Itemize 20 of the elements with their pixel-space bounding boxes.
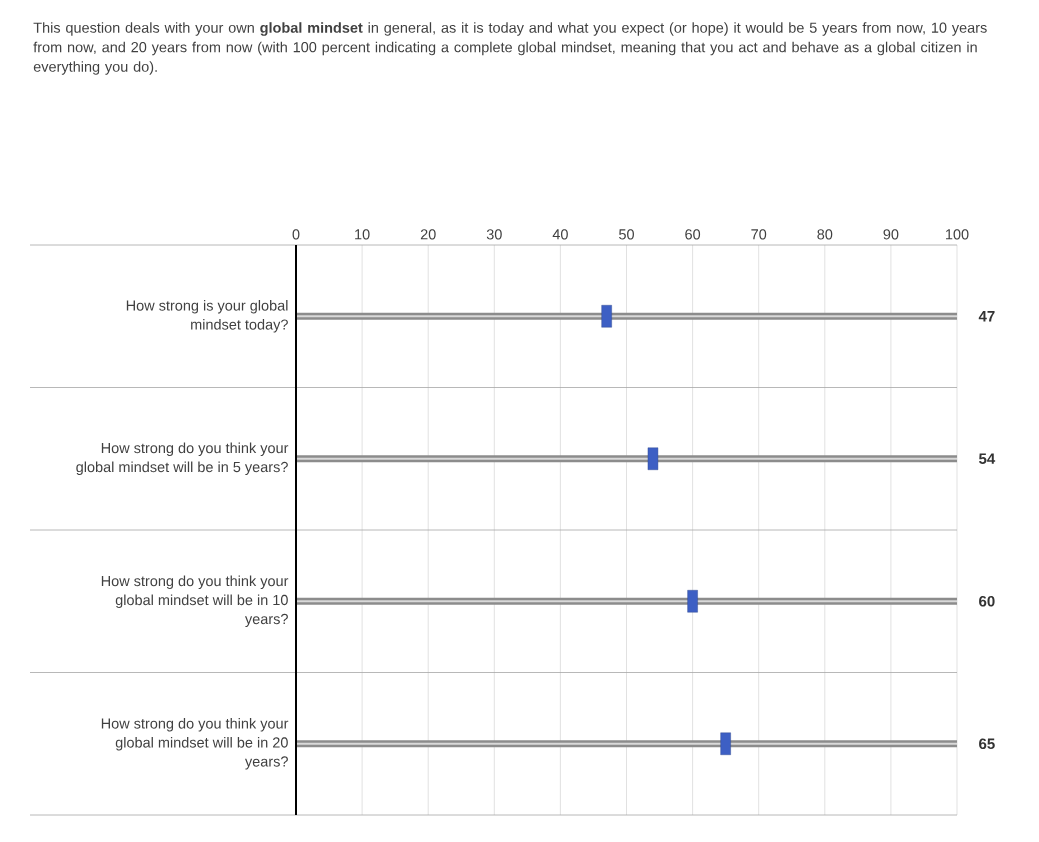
y-tick-label: How strong do you think your global mindset will be in 5 years? [76, 442, 289, 476]
data-label: 60 [979, 595, 995, 607]
x-tick-label: 80 [817, 229, 833, 240]
y-tick-label: How strong do you think your global mindset will be in 20 years? [101, 717, 289, 770]
x-tick-label: 30 [486, 229, 502, 240]
x-tick-label: 90 [883, 229, 899, 240]
x-tick-label: 50 [619, 229, 634, 240]
x-tick-label: 100 [946, 229, 969, 240]
data-label: 54 [978, 453, 996, 464]
x-tick-label: 0 [292, 229, 300, 240]
y-tick-label: How strong do you think your global mindset will be in 10 years? [101, 575, 289, 628]
data-label: 65 [979, 738, 995, 750]
x-tick-label: 70 [751, 229, 767, 240]
x-tick-label: 60 [685, 229, 701, 240]
chart-title: This question deals with your own global mindset in general, as it is today and what you expect (or hope) it would be 5 years from now, 10 years from now, and 20 years from now (with 100 percent indicating a complete global mindset, meaning that you act and behave as a global citizen in everything you do). [33, 22, 987, 75]
data-label: 47 [978, 311, 995, 322]
x-tick-label: 40 [552, 229, 568, 240]
y-tick-label: How strong is your global mindset today? [126, 300, 288, 333]
x-tick-label: 20 [420, 229, 436, 240]
x-tick-label: 10 [355, 229, 370, 240]
